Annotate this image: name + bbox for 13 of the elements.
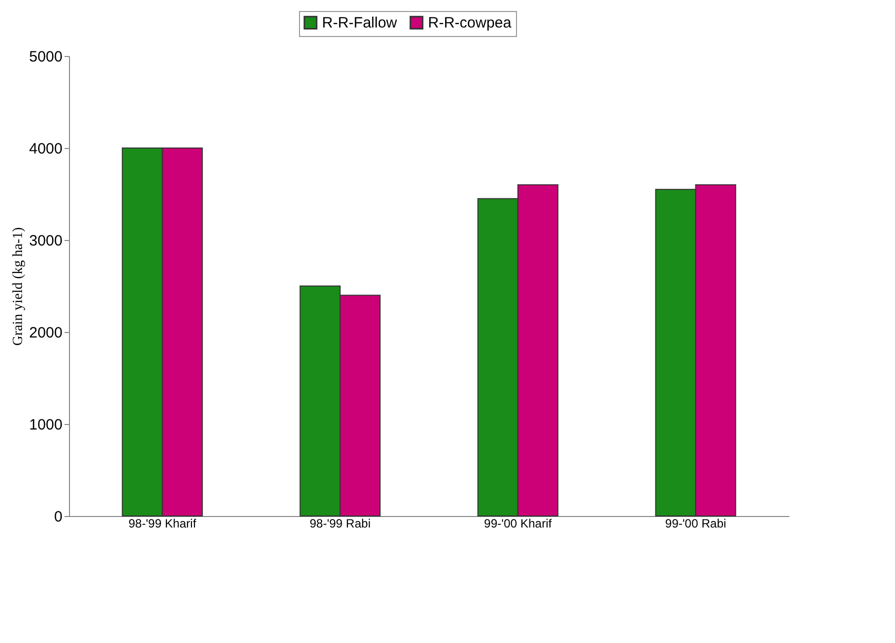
y-tick-label: 0 [54, 508, 62, 526]
legend-label: R-R-Fallow [322, 14, 398, 32]
x-tick-label: 99-'00 Rabi [665, 516, 726, 530]
y-tick-label: 1000 [29, 416, 62, 434]
x-tick-label: 98-'99 Rabi [310, 516, 371, 530]
x-tick-label: 98-'99 Kharif [128, 516, 197, 530]
y-tick-label: 5000 [29, 48, 62, 66]
y-tick-label: 4000 [29, 140, 62, 158]
x-tick-label: 99-'00 Kharif [484, 516, 552, 530]
y-tick-label: 2000 [29, 324, 62, 342]
legend-label: R-R-cowpea [428, 14, 512, 32]
y-tick-label: 3000 [29, 232, 62, 250]
y-axis-title: Grain yield (kg ha-1) [11, 226, 26, 346]
